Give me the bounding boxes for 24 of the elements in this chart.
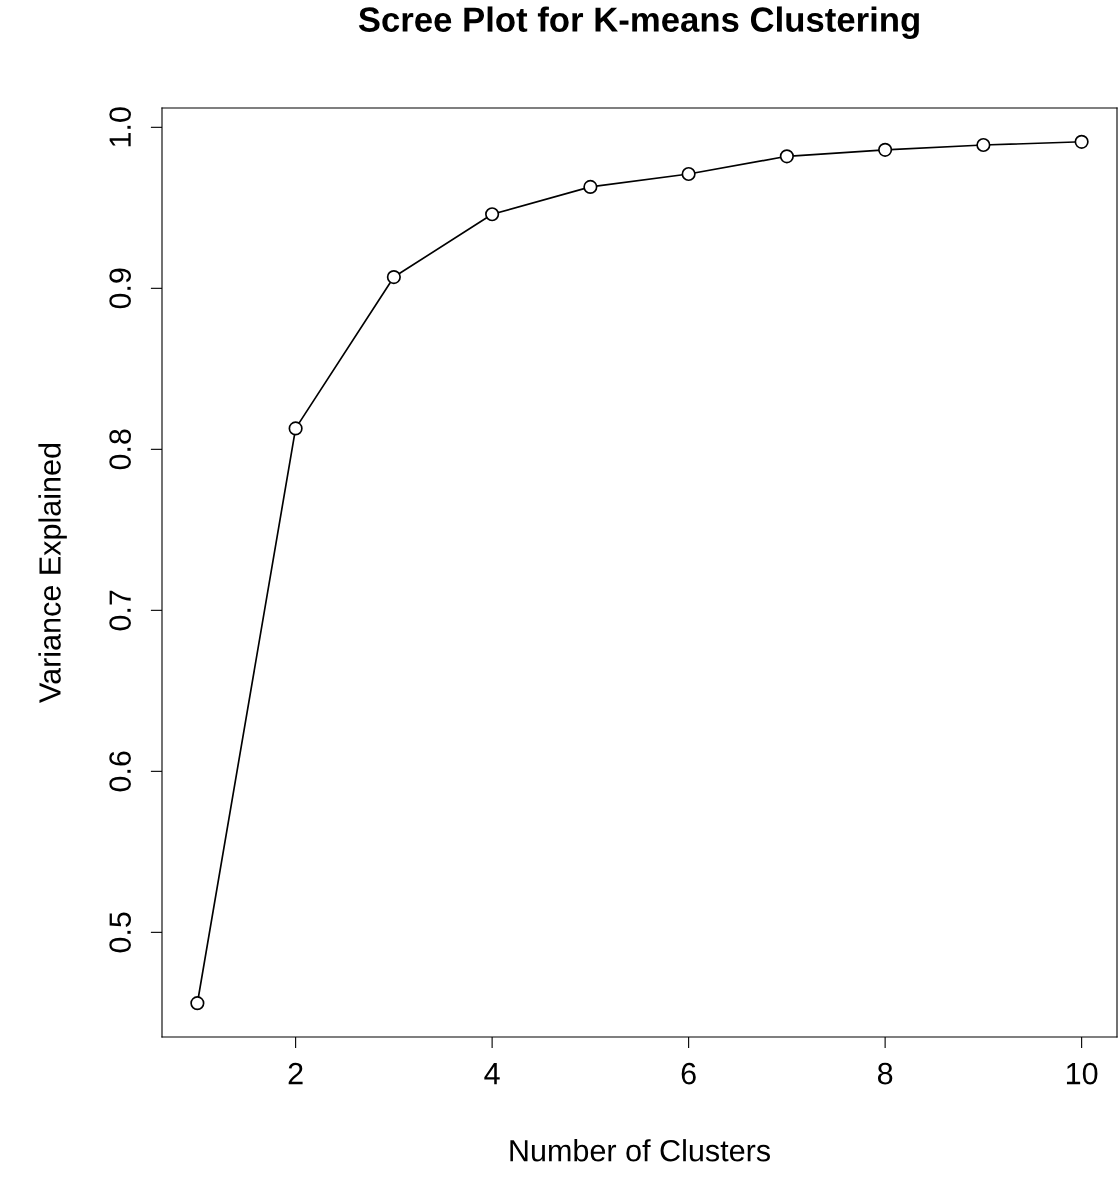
y-tick-label: 0.6 xyxy=(109,751,131,792)
point xyxy=(288,421,303,436)
point xyxy=(976,137,991,153)
point xyxy=(190,996,205,1011)
x-tick-label: 2 xyxy=(288,1062,303,1085)
y-tick-label: 0.7 xyxy=(109,590,131,631)
y-tick-label: 0.9 xyxy=(109,268,131,309)
point xyxy=(583,179,598,194)
y-tick-label: 1.0 xyxy=(109,107,131,147)
x-tick-label: 8 xyxy=(877,1062,893,1085)
point xyxy=(485,207,500,222)
y-tick-label: 0.5 xyxy=(109,912,131,953)
point xyxy=(386,269,401,285)
chart-title: Scree Plot for K-means Clustering xyxy=(358,6,919,39)
point xyxy=(878,142,893,157)
x-axis-title: Number of Clusters xyxy=(510,1139,770,1162)
point xyxy=(681,166,696,182)
point xyxy=(779,149,794,164)
y-axis-title: Variance Explained xyxy=(38,443,67,703)
y-tick-label: 0.8 xyxy=(109,429,131,470)
x-tick-label: 10 xyxy=(1066,1062,1098,1085)
x-tick-label: 4 xyxy=(484,1063,500,1085)
x-tick-label: 6 xyxy=(681,1062,696,1085)
point xyxy=(1074,134,1089,149)
